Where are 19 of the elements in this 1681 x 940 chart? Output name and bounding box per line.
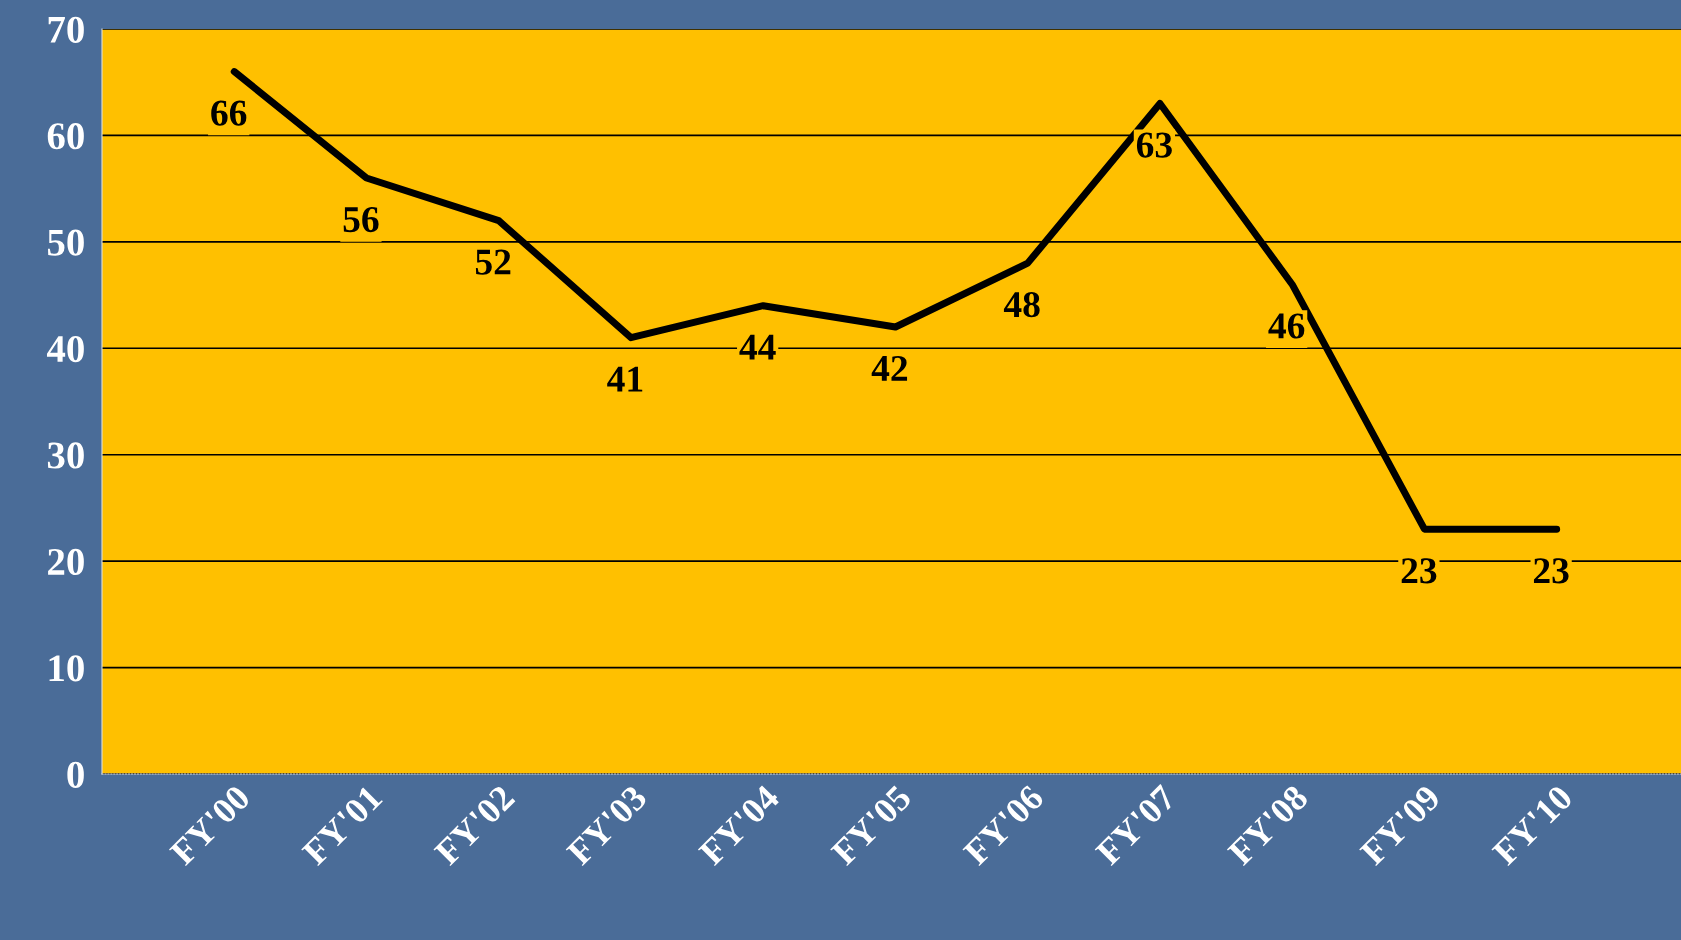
data-label: 66 (211, 100, 247, 126)
y-tick-label: 50 (48, 229, 84, 256)
data-label: 56 (343, 206, 379, 233)
y-tick-label: 0 (67, 761, 84, 788)
y-tick-label: 40 (46, 335, 84, 363)
data-label: 44 (739, 334, 776, 360)
y-tick-label: 20 (48, 548, 84, 576)
data-label: 42 (871, 355, 908, 381)
data-label: 52 (475, 249, 511, 275)
data-label: 63 (1136, 132, 1172, 158)
data-label: 48 (1003, 292, 1040, 318)
y-tick-label: 10 (49, 655, 84, 682)
data-label: 41 (607, 366, 643, 392)
y-tick-label: 30 (47, 442, 84, 469)
y-tick-label: 70 (48, 16, 84, 43)
y-tick-label: 60 (47, 123, 84, 150)
data-label: 46 (1268, 313, 1305, 339)
data-label: 23 (1401, 558, 1437, 584)
data-label: 23 (1533, 558, 1569, 584)
